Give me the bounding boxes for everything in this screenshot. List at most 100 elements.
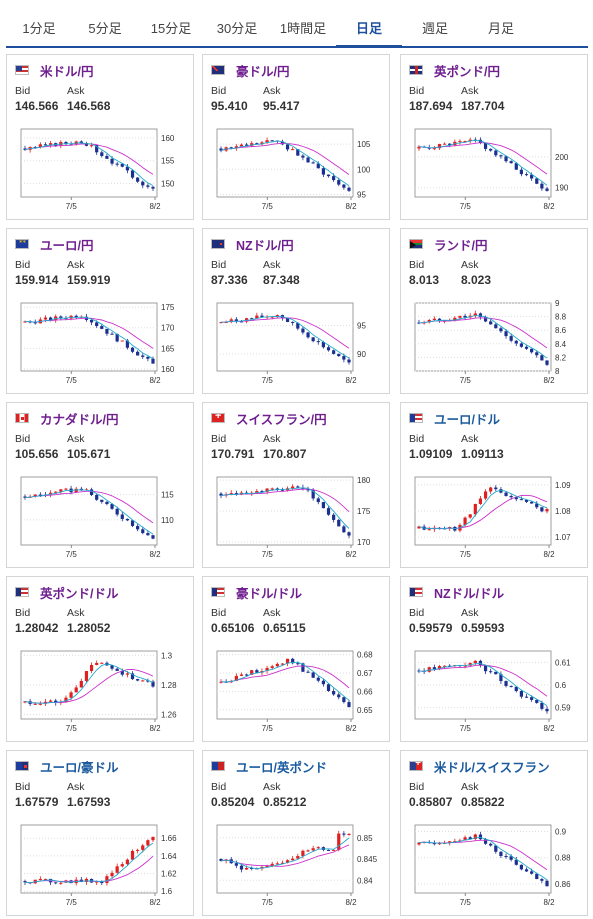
candle-body [130, 850, 135, 860]
pair-name[interactable]: ユーロ/豪ドル [40, 760, 119, 775]
rate-card[interactable]: 豪ドル/円 Bid 95.410 Ask 95.417 105 100 95 7/5 8/2 [202, 54, 390, 220]
tab-2[interactable]: 15分足 [150, 21, 192, 36]
candle-body [489, 843, 493, 846]
y-tick-label: 0.85 [357, 834, 373, 843]
mini-chart[interactable]: 160 155 150 7/5 8/2 [15, 123, 191, 219]
mini-chart[interactable]: 95 90 7/5 8/2 [211, 297, 387, 393]
pair-name[interactable]: 豪ドル/ドル [236, 586, 302, 601]
mini-chart[interactable]: 0.85 0.845 0.84 7/5 8/2 [211, 819, 387, 915]
candle-body [458, 315, 462, 318]
rate-card[interactable]: ユーロ/円 Bid 159.914 Ask 159.919 175 170 165 160 7/5… [6, 228, 194, 394]
pair-link[interactable]: NZドル/ドル [409, 584, 505, 601]
ask-label: Ask [67, 433, 85, 445]
mini-chart[interactable]: 1.3 1.28 1.26 7/5 8/2 [15, 645, 191, 741]
rate-card[interactable]: 英ポンド/ドル Bid 1.28042 Ask 1.28052 1.3 1.28 1.26 7/… [6, 576, 194, 742]
mini-chart[interactable]: 115 110 7/5 8/2 [15, 471, 191, 567]
pair-name[interactable]: NZドル/ドル [434, 586, 505, 601]
pair-link[interactable]: NZドル/円 [211, 236, 294, 253]
rate-card[interactable]: スイスフラン/円 Bid 170.791 Ask 170.807 180 175 170 7/5… [202, 402, 390, 568]
rate-card[interactable]: NZドル/円 Bid 87.336 Ask 87.348 95 90 7/5 8/2 [202, 228, 390, 394]
y-tick-label: 0.65 [357, 706, 373, 715]
mini-chart[interactable]: 0.61 0.6 0.59 7/5 8/2 [409, 645, 585, 741]
tab-7[interactable]: 月足 [487, 21, 514, 36]
candle-body [545, 708, 549, 712]
candle-body [296, 322, 300, 329]
rate-card[interactable]: ランド/円 Bid 8.013 Ask 8.023 9 8.8 8.6 8.4 8.2 8 7/5 8/… [400, 228, 588, 394]
pair-name[interactable]: ユーロ/英ポンド [236, 760, 327, 775]
rate-card[interactable]: ユーロ/ドル Bid 1.09109 Ask 1.09113 1.09 1.08 1.07 7/… [400, 402, 588, 568]
candle-body [463, 315, 467, 318]
rate-card[interactable]: 英ポンド/円 Bid 187.694 Ask 187.704 200 190 7/5 8/2 [400, 54, 588, 220]
pair-name[interactable]: ランド/円 [434, 238, 488, 253]
rate-card[interactable]: 豪ドル/ドル Bid 0.65106 Ask 0.65115 0.68 0.67 0.66 0.… [202, 576, 390, 742]
candle-body [43, 317, 48, 320]
pair-link[interactable]: 米ドル/円 [15, 62, 94, 79]
pair-link[interactable]: ユーロ/豪ドル [15, 758, 119, 775]
pair-link[interactable]: 豪ドル/円 [211, 62, 290, 79]
rate-card[interactable]: 米ドル/円 Bid 146.566 Ask 146.568 160 155 150 7/5 8/2 [6, 54, 194, 220]
y-tick-label: 180 [357, 476, 371, 485]
pair-name[interactable]: ユーロ/円 [40, 238, 94, 253]
tab-1[interactable]: 5分足 [88, 21, 122, 36]
pair-name[interactable]: ユーロ/ドル [434, 412, 500, 427]
tab-6[interactable]: 週足 [421, 21, 448, 36]
tab-5[interactable]: 日足 [336, 12, 402, 48]
mini-chart[interactable]: 1.66 1.64 1.62 1.6 7/5 8/2 [15, 819, 191, 915]
x-tick-label: 7/5 [460, 202, 472, 211]
candle-body [530, 348, 534, 353]
pair-link[interactable]: スイスフラン/円 [211, 410, 327, 427]
chart-frame [20, 824, 158, 894]
candle-body [427, 319, 431, 323]
pair-link[interactable]: カナダドル/円 [15, 410, 119, 427]
candle-body [342, 184, 346, 188]
candle-body [504, 492, 508, 496]
candle-body [311, 337, 315, 342]
pair-link[interactable]: 米ドル/スイスフラン [409, 758, 550, 775]
rate-card[interactable]: ユーロ/豪ドル Bid 1.67579 Ask 1.67593 1.66 1.64 1.62 1… [6, 750, 194, 916]
candle-body [23, 881, 27, 883]
mini-chart[interactable]: 175 170 165 160 7/5 8/2 [15, 297, 191, 393]
pair-name[interactable]: 米ドル/スイスフラン [434, 760, 550, 775]
y-tick-label: 90 [357, 350, 366, 359]
mini-chart[interactable]: 200 190 7/5 8/2 [409, 123, 585, 219]
pair-name[interactable]: 英ポンド/ドル [40, 586, 119, 601]
pair-link[interactable]: ランド/円 [409, 236, 488, 253]
pair-link[interactable]: ユーロ/円 [15, 236, 94, 253]
candle-body [473, 660, 477, 664]
pair-link[interactable]: 英ポンド/円 [409, 62, 500, 79]
candle-body [321, 168, 325, 175]
ask-label: Ask [461, 781, 479, 793]
pair-link[interactable]: 英ポンド/ドル [15, 584, 119, 601]
bid-value: 1.09109 [409, 447, 453, 461]
rate-card[interactable]: ユーロ/英ポンド Bid 0.85204 Ask 0.85212 0.85 0.845 0.8… [202, 750, 390, 916]
rate-card[interactable]: 米ドル/スイスフラン Bid 0.85807 Ask 0.85822 0.9 0.88 0.8… [400, 750, 588, 916]
pair-link[interactable]: 豪ドル/ドル [211, 584, 302, 601]
rate-card[interactable]: NZドル/ドル Bid 0.59579 Ask 0.59593 0.61 0.6 0.59 7/… [400, 576, 588, 742]
pair-name[interactable]: スイスフラン/円 [236, 412, 327, 427]
pair-name[interactable]: カナダドル/円 [40, 412, 119, 427]
candle-body [535, 503, 539, 508]
pair-link[interactable]: ユーロ/ドル [409, 410, 500, 427]
ask-value: 95.417 [263, 99, 300, 113]
pair-link[interactable]: ユーロ/英ポンド [211, 758, 327, 775]
mini-chart[interactable]: 180 175 170 7/5 8/2 [211, 471, 387, 567]
bid-label: Bid [15, 433, 31, 445]
mini-chart[interactable]: 105 100 95 7/5 8/2 [211, 123, 387, 219]
mini-chart[interactable]: 0.68 0.67 0.66 0.65 7/5 8/2 [211, 645, 387, 741]
pair-name[interactable]: 米ドル/円 [40, 64, 94, 79]
rate-card[interactable]: カナダドル/円 Bid 105.656 Ask 105.671 115 110 7/5 8/2 [6, 402, 194, 568]
pair-name[interactable]: 豪ドル/円 [236, 64, 290, 79]
candle-body [285, 318, 290, 322]
pair-name[interactable]: 英ポンド/円 [434, 64, 500, 79]
mini-chart[interactable]: 1.09 1.08 1.07 7/5 8/2 [409, 471, 585, 567]
mini-chart[interactable]: 9 8.8 8.6 8.4 8.2 8 7/5 8/2 [409, 297, 585, 393]
tab-4[interactable]: 1時間足 [279, 21, 327, 36]
tab-0[interactable]: 1分足 [22, 21, 56, 36]
pair-name[interactable]: NZドル/円 [236, 238, 294, 253]
candle-body [270, 488, 274, 490]
y-tick-label: 1.26 [161, 711, 177, 720]
tab-3[interactable]: 30分足 [216, 21, 258, 36]
candle-body [285, 144, 290, 150]
mini-chart[interactable]: 0.9 0.88 0.86 7/5 8/2 [409, 819, 585, 915]
y-tick-label: 9 [555, 299, 560, 308]
